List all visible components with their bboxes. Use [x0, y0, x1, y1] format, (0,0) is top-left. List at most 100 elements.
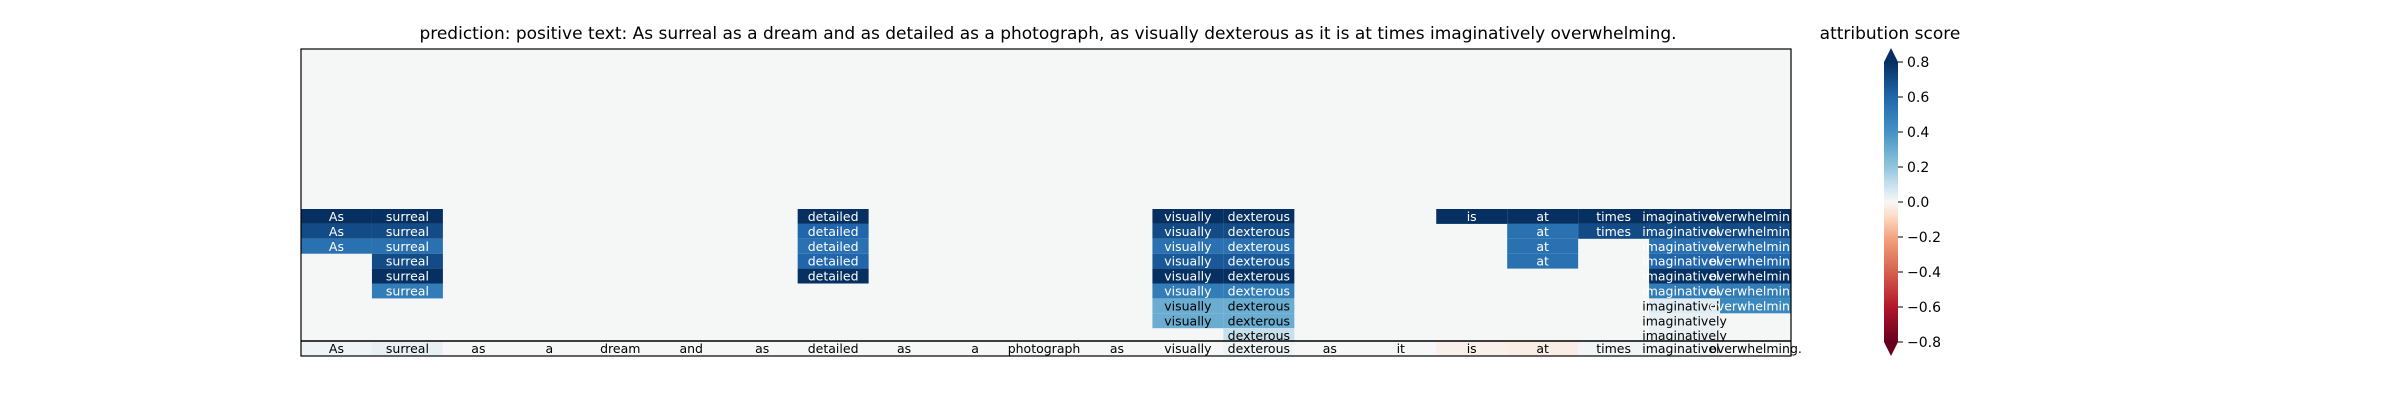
token-label: As — [329, 341, 344, 356]
heatmap-cell-label: dexterous — [1228, 239, 1290, 254]
token-cell — [1294, 341, 1366, 356]
token-label: a — [971, 341, 979, 356]
heatmap-cell — [1223, 223, 1295, 239]
heatmap-cell — [1152, 209, 1224, 224]
heatmap-cell — [1436, 209, 1508, 224]
heatmap-cell-label: As — [329, 239, 344, 254]
heatmap-cell-label: visually — [1164, 298, 1212, 313]
heatmap-cell — [1223, 313, 1295, 329]
heatmap-cell-label: overwhelming. — [1709, 239, 1802, 254]
plot-frame — [300, 48, 1792, 357]
colorbar-bottom-extension — [1884, 342, 1898, 356]
heatmap-cell — [371, 268, 443, 284]
token-label: imaginatively — [1642, 341, 1727, 356]
heatmap-cell-label: visually — [1164, 313, 1212, 328]
heatmap-cell-label: surreal — [386, 254, 429, 269]
heatmap-cell-label: visually — [1164, 239, 1212, 254]
heatmap-cell-label: imaginatively — [1642, 224, 1727, 239]
heatmap-cells: AsAsAssurrealsurrealsurrealsurrealsurrea… — [301, 209, 1802, 343]
heatmap-cell-label: at — [1536, 209, 1549, 224]
token-label: as — [1323, 341, 1337, 356]
heatmap-cell-label: is — [1467, 209, 1477, 224]
heatmap-cell-label: visually — [1164, 224, 1212, 239]
colorbar-tick-label: −0.6 — [1907, 300, 1941, 316]
colorbar-tick-label: 0.2 — [1907, 160, 1929, 176]
heatmap-cell — [1649, 238, 1721, 254]
colorbar-tick-label: −0.4 — [1907, 265, 1941, 281]
plot-background — [301, 49, 1791, 346]
heatmap-cell — [1507, 238, 1579, 254]
colorbar-tick-label: 0.0 — [1907, 195, 1929, 211]
heatmap-cell — [1152, 298, 1224, 314]
token-cell — [513, 341, 585, 356]
heatmap-cell — [1720, 283, 1791, 299]
heatmap-cell — [797, 209, 869, 224]
heatmap-cell-label: dexterous — [1228, 224, 1290, 239]
heatmap-cell-label: overwhelming. — [1709, 269, 1802, 284]
heatmap-cell-label: imaginatively — [1642, 239, 1727, 254]
heatmap-cell-label: dexterous — [1228, 283, 1290, 298]
heatmap-cell — [1152, 223, 1224, 239]
token-cell — [726, 341, 798, 356]
heatmap-cell-label: visually — [1164, 254, 1212, 269]
token-cell — [1507, 341, 1579, 356]
heatmap-cell — [371, 253, 443, 269]
heatmap-cell — [1223, 238, 1295, 254]
heatmap-cell-label: surreal — [386, 269, 429, 284]
colorbar-tick-label: −0.2 — [1907, 230, 1941, 246]
heatmap-cell — [1152, 313, 1224, 329]
token-cell — [1223, 341, 1295, 356]
token-cell — [868, 341, 940, 356]
token-cell — [1010, 341, 1082, 356]
heatmap-cell — [1223, 268, 1295, 284]
heatmap-cell-label: surreal — [386, 283, 429, 298]
token-label: and — [679, 341, 703, 356]
heatmap-cell — [1578, 209, 1650, 224]
token-label: a — [545, 341, 553, 356]
colorbar-tick-label: 0.8 — [1907, 55, 1929, 71]
heatmap-cell-label: imaginatively — [1642, 328, 1727, 343]
token-cell — [1436, 341, 1508, 356]
heatmap-cell — [371, 283, 443, 299]
heatmap-cell-label: detailed — [808, 254, 859, 269]
heatmap-cell — [797, 253, 869, 269]
heatmap-cell-label: surreal — [386, 239, 429, 254]
token-cell — [584, 341, 656, 356]
token-label: as — [1110, 341, 1124, 356]
heatmap-cell — [1649, 298, 1721, 314]
colorbar — [1884, 48, 1898, 356]
heatmap-cell — [1507, 209, 1579, 224]
token-label: dexterous — [1228, 341, 1290, 356]
heatmap-cell-label: overwhelming. — [1709, 209, 1802, 224]
token-cell — [1720, 341, 1791, 356]
heatmap-cell — [371, 238, 443, 254]
heatmap-cell — [1152, 268, 1224, 284]
token-label: visually — [1164, 341, 1212, 356]
token-cell — [939, 341, 1011, 356]
heatmap-cell-label: surreal — [386, 224, 429, 239]
colorbar-label: attribution score — [1820, 24, 1961, 44]
heatmap-cell-label: overwhelming. — [1709, 224, 1802, 239]
token-label: as — [897, 341, 911, 356]
heatmap-cell-label: at — [1536, 224, 1549, 239]
heatmap-cell-label: detailed — [808, 224, 859, 239]
token-cell — [301, 341, 372, 356]
heatmap-cell — [301, 223, 372, 239]
token-cell — [1081, 341, 1153, 356]
token-row: As surreal as a dream and as detailed as a photogr… — [301, 341, 1802, 356]
heatmap-cell — [301, 209, 372, 224]
heatmap-cell-label: dexterous — [1228, 328, 1290, 343]
heatmap-cell — [1720, 209, 1791, 224]
token-label: it — [1397, 341, 1405, 356]
heatmap-cell — [1649, 223, 1721, 239]
heatmap-cell-label: As — [329, 209, 344, 224]
token-label: surreal — [386, 341, 429, 356]
heatmap-cell — [1223, 209, 1295, 224]
heatmap-cell — [1223, 283, 1295, 299]
token-label: photograph, — [1008, 341, 1085, 356]
token-label: detailed — [808, 341, 859, 356]
heatmap-cell — [1223, 253, 1295, 269]
heatmap-cell-label: overwhelming. — [1709, 254, 1802, 269]
colorbar-tick-label: −0.8 — [1907, 335, 1941, 351]
